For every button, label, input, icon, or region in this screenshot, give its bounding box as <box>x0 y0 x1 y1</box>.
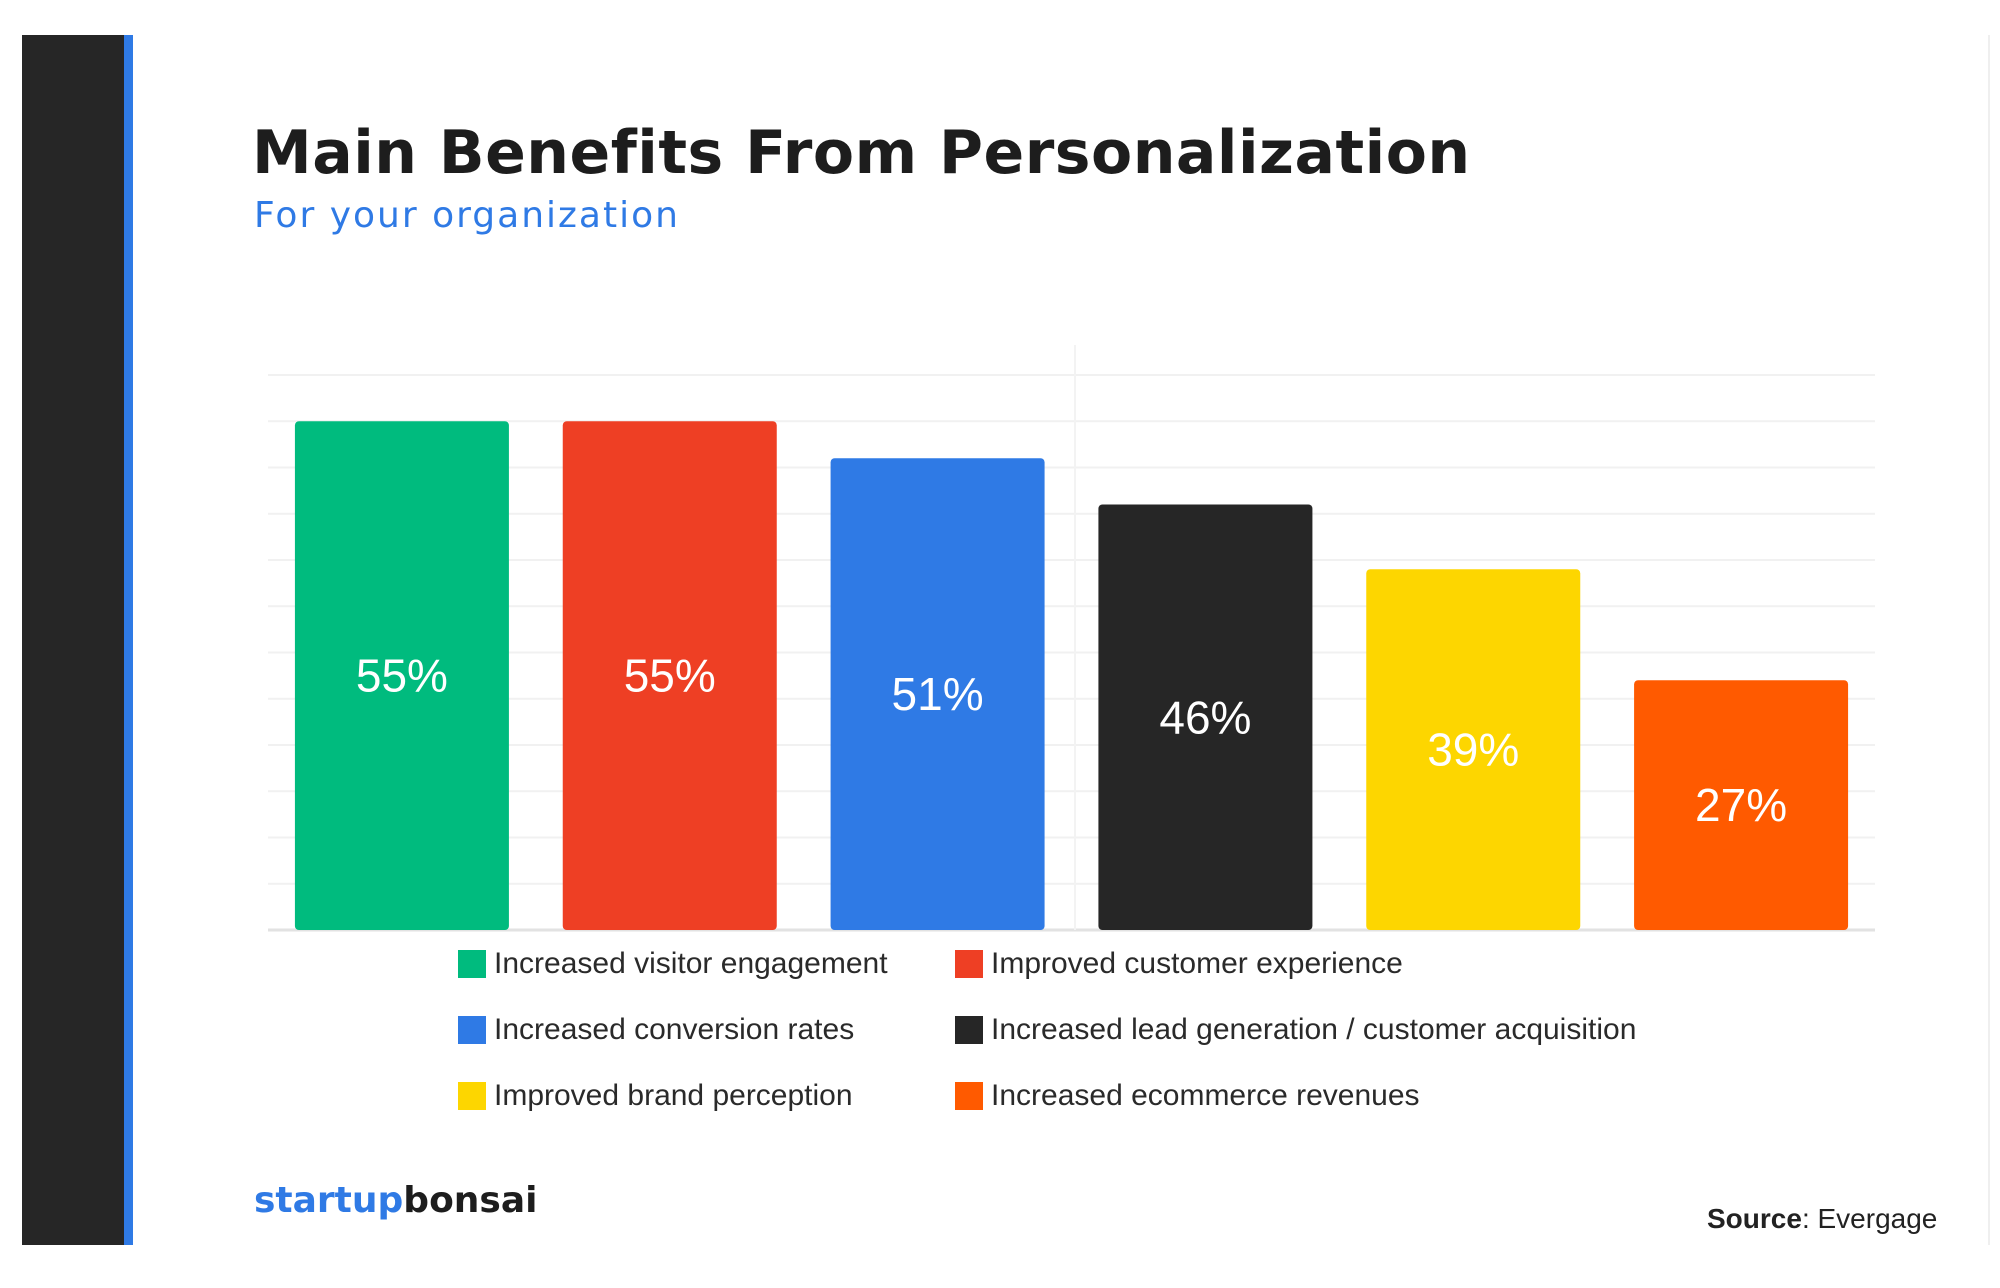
legend-item-3: Increased conversion rates <box>458 1010 854 1050</box>
grid-lines <box>268 345 1875 932</box>
legend-label-1: Increased visitor engagement <box>494 947 888 980</box>
bar-1 <box>294 421 509 930</box>
bar-value-label-5: 39% <box>1427 724 1519 776</box>
chart-title: Main Benefits From Personalization <box>252 118 1471 188</box>
legend-swatch-6 <box>955 1082 983 1110</box>
bar-value-labels: 55% 55% 51% 46% 39% 27% <box>356 650 1787 832</box>
legend-swatch-5 <box>458 1082 486 1110</box>
bar-6 <box>1634 680 1849 930</box>
right-edge-line <box>1988 35 1990 1245</box>
legend-item-5: Improved brand perception <box>458 1076 853 1116</box>
left-dark-bar <box>22 35 124 1245</box>
source-label: Source <box>1707 1203 1802 1234</box>
legend-item-4: Increased lead generation / customer acq… <box>955 1010 1636 1050</box>
brand-logo: startupbonsai <box>254 1180 538 1221</box>
legend-label-2: Improved customer experience <box>991 947 1403 980</box>
bar-4 <box>1098 504 1313 930</box>
legend-label-5: Improved brand perception <box>494 1079 853 1112</box>
source-note: Source: Evergage <box>1707 1203 1937 1235</box>
bar-value-label-2: 55% <box>624 650 716 702</box>
chart-subtitle: For your organization <box>254 195 680 236</box>
brand-logo-part-startup: startup <box>254 1180 404 1221</box>
legend-item-6: Increased ecommerce revenues <box>955 1076 1420 1116</box>
bar-value-label-6: 27% <box>1695 779 1787 831</box>
legend-swatch-4 <box>955 1016 983 1044</box>
bar-value-label-1: 55% <box>356 650 448 702</box>
legend-label-4: Increased lead generation / customer acq… <box>991 1013 1637 1046</box>
left-accent-bar <box>124 35 133 1245</box>
bar-5 <box>1366 569 1581 930</box>
legend-item-2: Improved customer experience <box>955 944 1403 984</box>
bar-3 <box>830 458 1045 930</box>
bar-value-label-4: 46% <box>1159 691 1251 743</box>
legend-swatch-1 <box>458 950 486 978</box>
bars <box>294 421 1849 930</box>
source-value: : Evergage <box>1801 1203 1938 1234</box>
brand-logo-part-bonsai: bonsai <box>403 1180 538 1221</box>
legend-label-6: Increased ecommerce revenues <box>991 1079 1420 1112</box>
bar-value-label-3: 51% <box>892 668 984 720</box>
legend-item-1: Increased visitor engagement <box>458 944 888 984</box>
legend-swatch-3 <box>458 1016 486 1044</box>
bar-2 <box>562 421 777 930</box>
legend-label-3: Increased conversion rates <box>494 1013 855 1046</box>
legend-swatch-2 <box>955 950 983 978</box>
